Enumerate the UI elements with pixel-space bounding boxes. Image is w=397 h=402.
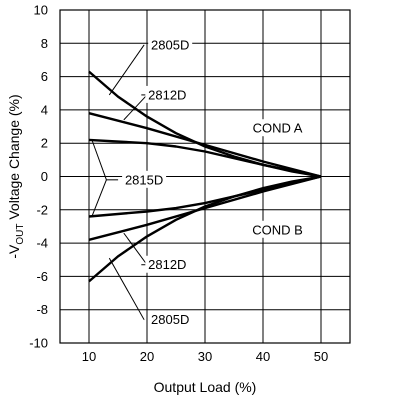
y-axis-title-subscript: OUT [15,224,26,245]
x-tick-label: 50 [314,349,328,364]
series-line-2812d [88,112,322,178]
annotation-bg [251,119,304,137]
x-tick-label: 40 [256,349,270,364]
annotation-bg [145,85,190,103]
x-tick-label: 20 [140,349,154,364]
annotation-bg [148,310,193,328]
leader-line [91,139,107,181]
plot-frame [59,9,351,344]
tick-labels: -10 -8 -6 -4 -2 0 2 4 6 8 10 10 20 30 40 50 [29,3,328,365]
leader-line [123,94,148,121]
y-tick-label: -2 [36,202,48,217]
series-line-2815d [88,138,322,178]
annotation-label: 2805D [151,37,189,52]
y-tick-label: 6 [41,69,48,84]
series-lines [88,70,322,283]
y-axis-title-prefix: -V [6,244,22,259]
y-tick-label: -6 [36,269,48,284]
y-tick-label: -8 [36,302,48,317]
y-tick-label: -4 [36,236,48,251]
annotation-label: 2812D [148,87,186,102]
annotation-label: COND A [253,121,303,136]
x-axis-title: Output Load (%) [154,379,257,395]
annotation-bg [251,220,304,238]
series-line-2812d [88,175,322,241]
leader-line [108,44,145,96]
y-tick-label: 2 [41,136,48,151]
y-tick-label: 8 [41,36,48,51]
annotation-label: 2805D [151,312,189,327]
grid-lines [60,9,350,344]
leader-line [108,257,145,320]
annotation-label: COND B [252,222,303,237]
annotations: 2805D 2812D COND A 2815D COND B 2812D 2805D [91,35,304,328]
y-tick-label: -10 [29,336,48,351]
leader-line [123,232,148,266]
annotation-label: 2815D [125,172,163,187]
annotation-bg [122,170,167,188]
y-tick-label: 0 [41,169,48,184]
y-tick-label: 10 [34,3,48,18]
series-line-2815d [88,175,322,218]
x-tick-label: 30 [198,349,212,364]
y-tick-label: 4 [41,102,48,117]
leader-line [91,179,107,217]
annotation-bg [148,35,193,53]
annotation-label: 2812D [148,257,186,272]
x-tick-label: 10 [82,349,96,364]
y-axis-title-rest: Voltage Change (%) [6,94,22,223]
series-line-2805d [88,175,322,283]
annotation-bg [145,255,190,273]
y-axis-title: -VOUT Voltage Change (%) [6,94,26,258]
